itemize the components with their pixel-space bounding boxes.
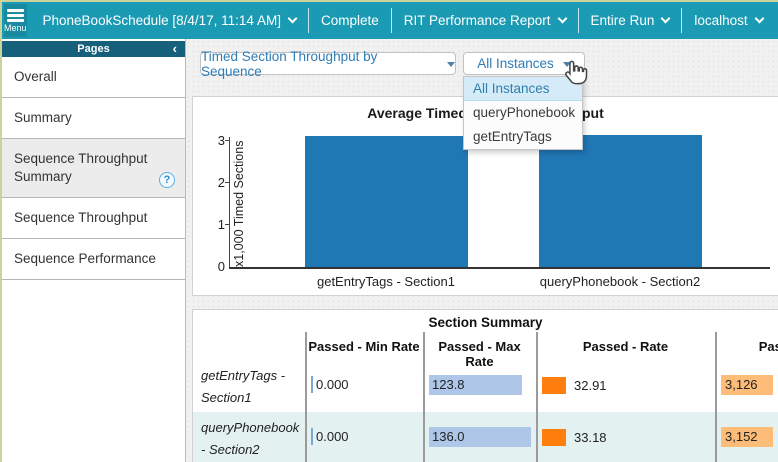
schedule-selector-label: PhoneBookSchedule [8/4/17, 11:14 AM] <box>42 13 281 28</box>
menu-item-queryPhonebook[interactable]: queryPhonebook <box>473 105 576 120</box>
schedule-selector[interactable]: PhoneBookSchedule [8/4/17, 11:14 AM] <box>31 13 308 28</box>
column-header: Passed - Max Rate <box>438 339 521 369</box>
dropdown-arrow-icon <box>447 62 455 67</box>
header-divider <box>390 8 392 33</box>
help-icon[interactable]: ? <box>159 172 175 188</box>
menu-item-getEntryTags[interactable]: getEntryTags <box>473 129 552 144</box>
hamburger-icon <box>6 8 24 22</box>
section-summary-panel: Section Summary getEntryTags - Section1 … <box>192 309 778 462</box>
y-tick-mark <box>225 224 230 225</box>
row-name: getEntryTags - Section1 <box>201 368 286 405</box>
column-header: Passed - Min Rate <box>308 339 420 354</box>
rate-bar <box>542 429 566 446</box>
row-name: queryPhonebook - Section2 <box>201 420 300 457</box>
view-dropdown-label: Timed Section Throughput by Sequence <box>201 48 378 79</box>
table-row: getEntryTags - Section1 0.000 123.8 32.9… <box>193 360 778 412</box>
chevron-down-icon <box>754 13 765 24</box>
instances-dropdown-label: All Instances <box>477 56 554 71</box>
x-tick-label: getEntryTags - Section1 <box>316 274 456 289</box>
host-selector-label: localhost <box>694 13 748 28</box>
pages-title: Pages <box>77 43 110 55</box>
sidebar-item-overall[interactable]: Overall <box>2 57 185 98</box>
host-selector[interactable]: localhost <box>682 13 774 28</box>
min-rate-cell: 0.000 <box>311 376 349 393</box>
header-divider <box>577 8 579 33</box>
max-rate-bar: 123.8 <box>429 375 522 395</box>
instances-dropdown-menu: All Instances queryPhonebook getEntryTag… <box>463 76 583 150</box>
collapse-sidebar-icon[interactable]: ‹ <box>172 41 177 56</box>
bar-getEntryTags-Section1 <box>305 136 468 267</box>
rate-cell: 32.91 <box>542 377 607 394</box>
sidebar-item-sequence-throughput-summary[interactable]: Sequence Throughput Summary ? <box>2 139 185 198</box>
y-tick: 0 <box>217 259 225 274</box>
menu-button[interactable]: Menu <box>4 4 27 37</box>
dropdown-arrow-icon <box>562 62 571 67</box>
sidebar-item-sequence-throughput[interactable]: Sequence Throughput <box>2 198 185 239</box>
column-header: Passed - Rate <box>582 339 669 354</box>
pages-sidebar-header: Pages ‹ <box>2 41 185 57</box>
passed-cell: 3,126 <box>721 375 773 395</box>
max-rate-bar: 136.0 <box>429 427 531 447</box>
header-divider <box>681 8 683 33</box>
sidebar-item-sequence-performance[interactable]: Sequence Performance <box>2 239 185 280</box>
run-selector-label: Entire Run <box>590 13 655 28</box>
min-rate-bar <box>311 376 313 393</box>
top-header-bar: Menu PhoneBookSchedule [8/4/17, 11:14 AM… <box>2 2 778 39</box>
min-rate-bar <box>311 428 313 445</box>
menu-button-label: Menu <box>4 22 27 33</box>
table-title: Section Summary <box>428 315 543 330</box>
column-divider <box>423 332 425 462</box>
column-divider <box>715 332 717 462</box>
y-tick-mark <box>225 182 230 183</box>
run-selector[interactable]: Entire Run <box>579 13 682 28</box>
instances-dropdown[interactable]: All Instances <box>463 52 585 75</box>
status-label: Complete <box>320 13 379 28</box>
y-tick: 2 <box>217 175 225 190</box>
min-rate-cell: 0.000 <box>311 428 349 445</box>
header-divider <box>307 8 309 33</box>
pages-sidebar: Pages ‹ Overall Summary Sequence Through… <box>2 39 186 462</box>
column-divider <box>305 332 307 462</box>
sidebar-item-label: Sequence Throughput Summary <box>14 151 148 184</box>
chevron-down-icon <box>660 13 671 24</box>
search-icon[interactable] <box>775 3 778 38</box>
report-selector[interactable]: RIT Performance Report <box>392 13 578 28</box>
passed-cell: 3,152 <box>721 427 773 447</box>
rate-cell: 33.18 <box>542 429 607 446</box>
chevron-down-icon <box>287 13 298 24</box>
column-header: Passed <box>758 339 778 354</box>
y-axis-label: x1,000 Timed Sections <box>232 140 246 267</box>
report-content-area: Timed Section Throughput by Sequence All… <box>186 39 778 462</box>
y-tick-mark <box>225 140 230 141</box>
x-tick-label: queryPhonebook - Section2 <box>539 274 701 289</box>
table-row: queryPhonebook - Section2 0.000 136.0 33… <box>193 412 778 462</box>
chevron-down-icon <box>557 13 567 24</box>
bar-queryPhonebook-Section2 <box>539 135 702 267</box>
sidebar-item-summary[interactable]: Summary <box>2 98 185 139</box>
menu-item-all-instances[interactable]: All Instances <box>464 77 582 101</box>
y-tick: 3 <box>217 133 225 148</box>
rate-bar <box>542 377 566 394</box>
bar-chart: x1,000 Timed Sections 0 1 2 3 getEntryTa… <box>218 133 770 289</box>
y-tick: 1 <box>217 217 225 232</box>
view-dropdown[interactable]: Timed Section Throughput by Sequence <box>200 49 456 79</box>
column-divider <box>536 332 538 462</box>
report-selector-label: RIT Performance Report <box>403 13 551 28</box>
